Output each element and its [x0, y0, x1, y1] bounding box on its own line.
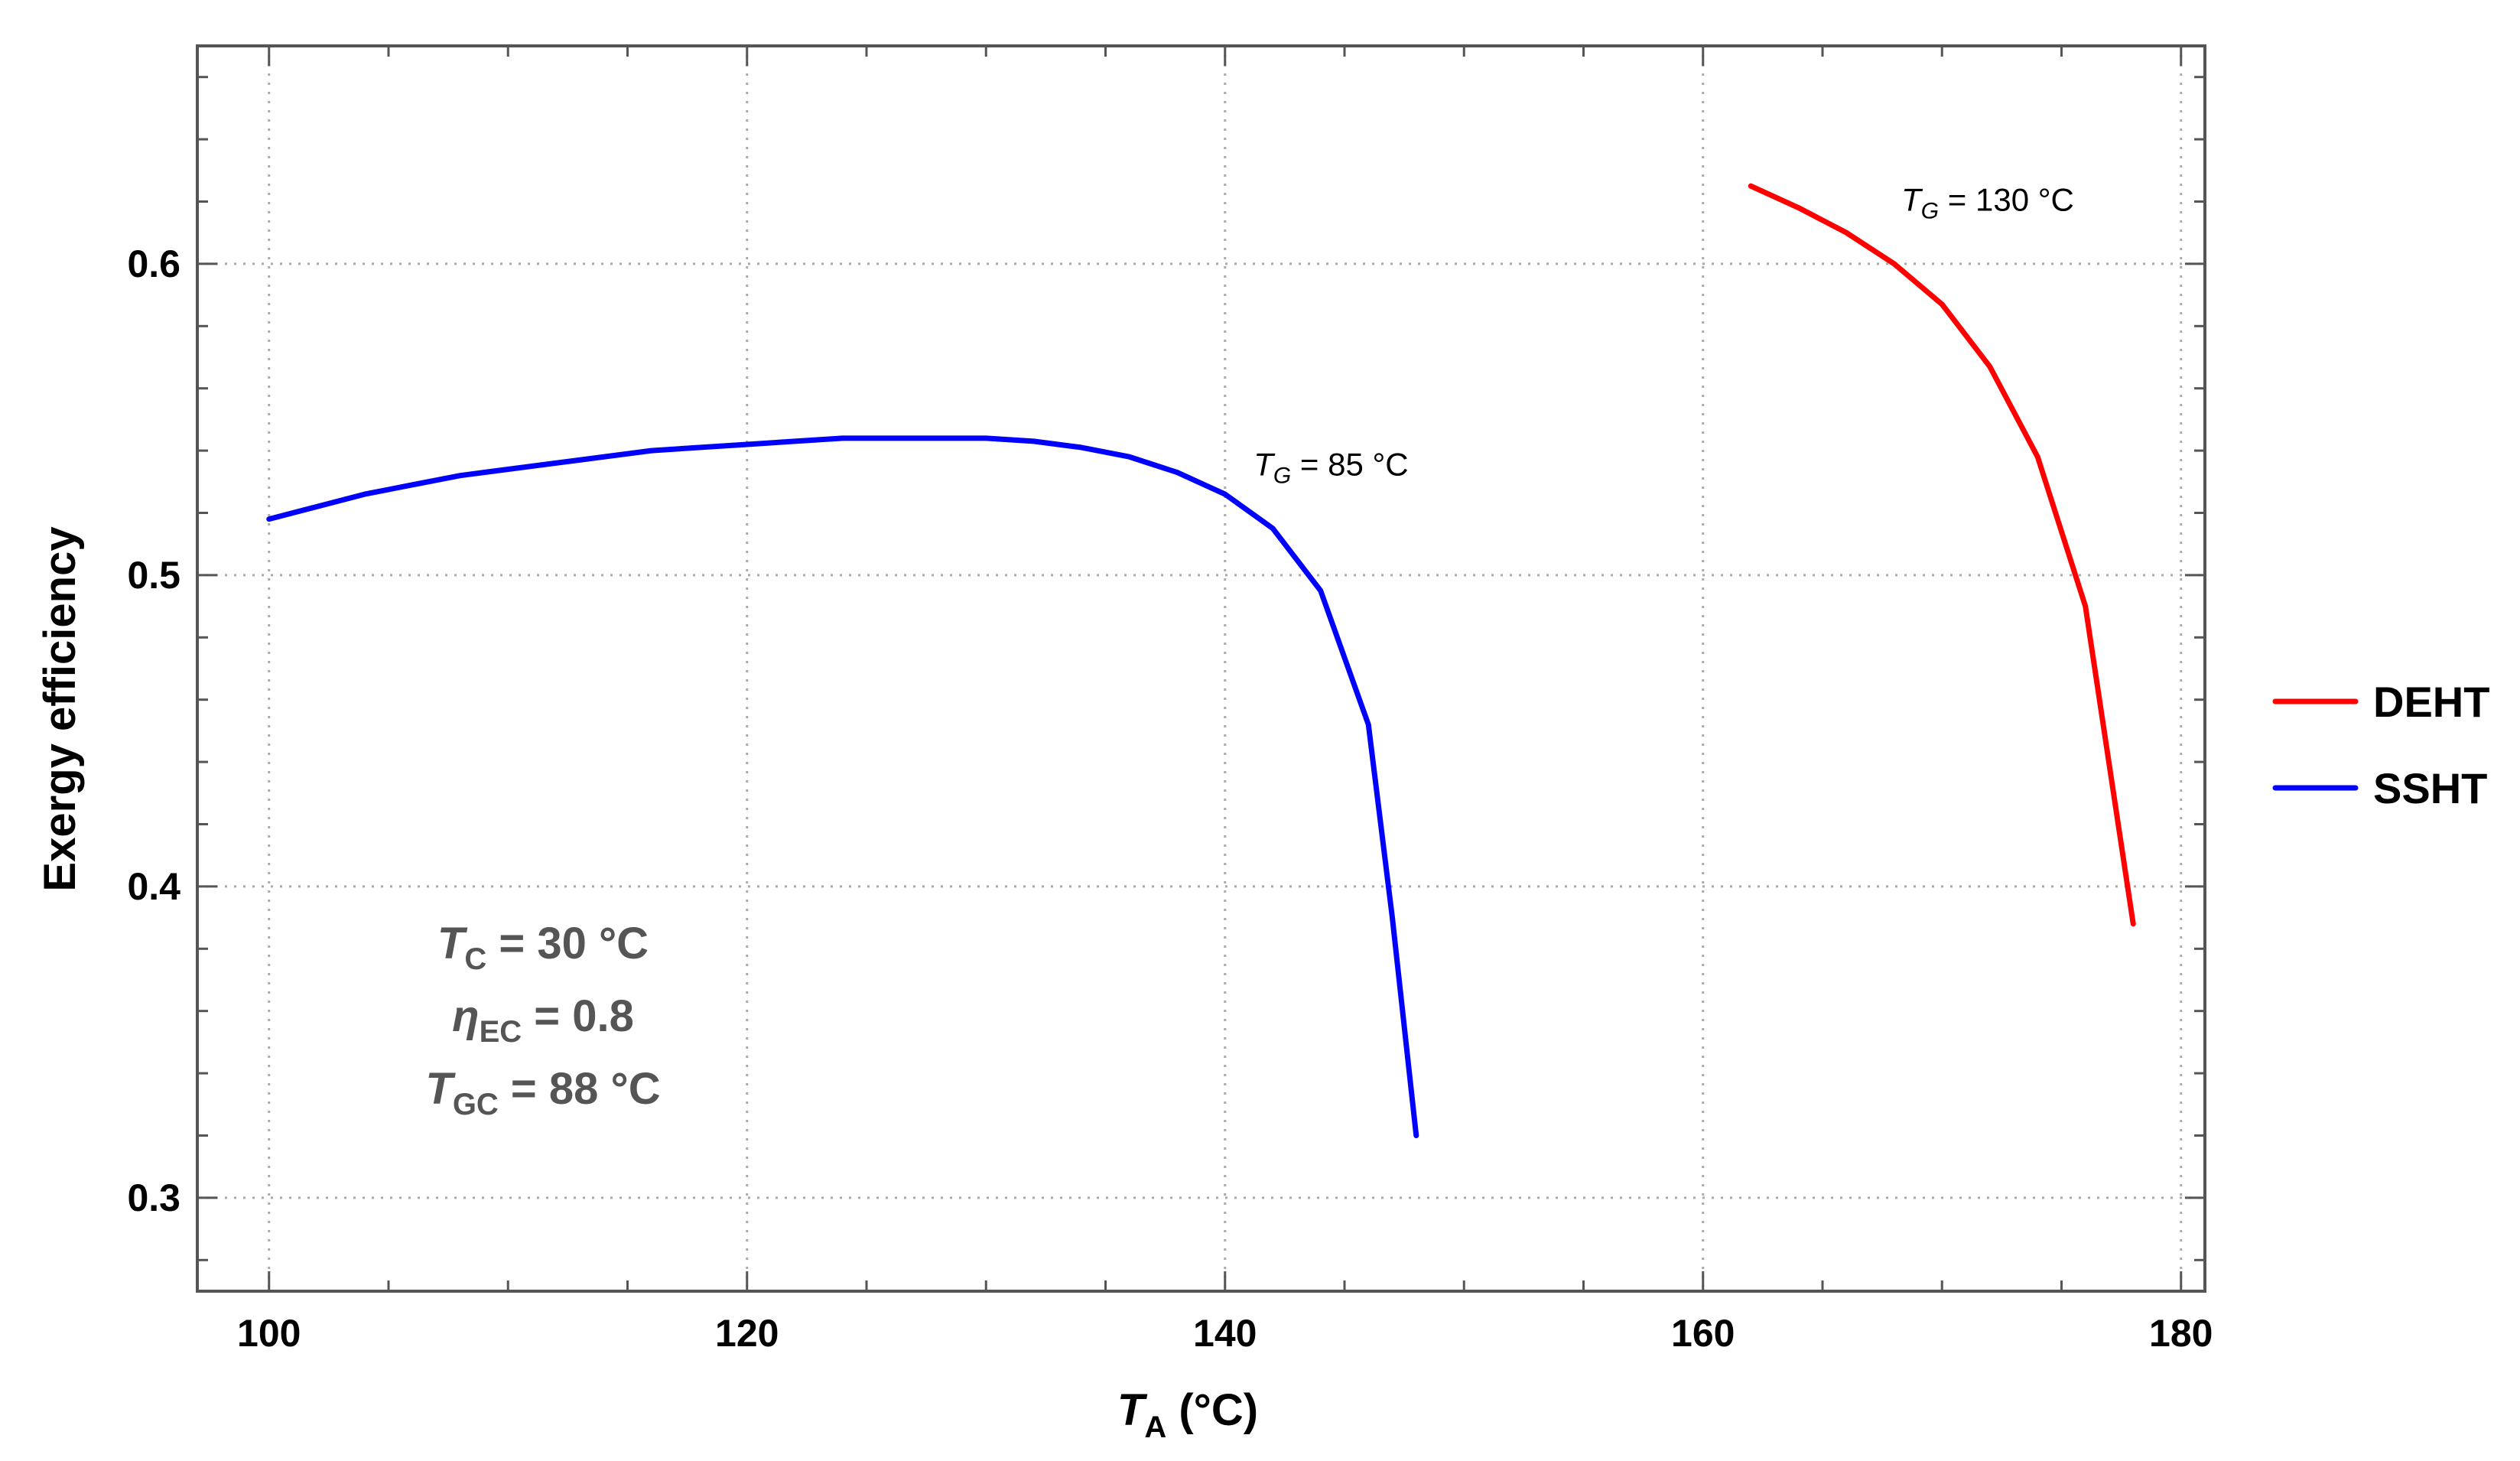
legend-label-ssht: SSHT	[2373, 764, 2487, 812]
condition-tc: TC = 30 °C	[437, 919, 649, 976]
legend-label-deht: DEHT	[2373, 678, 2489, 726]
grid-lines	[197, 46, 2205, 1291]
condition-tgc: TGC = 88 °C	[425, 1064, 660, 1121]
conditions-box: TC = 30 °C ηEC = 0.8 TGC = 88 °C	[425, 919, 660, 1121]
curve-annotations: TG = 85 °C TG = 130 °C	[1253, 182, 2074, 489]
y-axis-title: Exergy efficiency	[35, 526, 85, 891]
x-tick-label: 160	[1671, 1312, 1735, 1355]
x-tick-label: 140	[1193, 1312, 1257, 1355]
x-tick-label: 100	[237, 1312, 301, 1355]
y-tick-label: 0.4	[127, 865, 180, 908]
series-line-ssht	[266, 435, 1419, 1138]
legend: DEHT SSHT	[2272, 678, 2489, 812]
y-tick-label: 0.6	[127, 242, 180, 285]
annotation-tg-0: TG = 85 °C	[1253, 447, 1408, 489]
series-line-deht	[1748, 183, 2136, 927]
x-tick-label: 120	[715, 1312, 779, 1355]
condition-eta-ec: ηEC = 0.8	[452, 991, 634, 1049]
minor-ticks	[197, 46, 2205, 1291]
series-layer	[266, 183, 2136, 1138]
x-tick-label: 180	[2149, 1312, 2213, 1355]
plot-frame	[196, 44, 2206, 1293]
x-axis-ticks: 100 120 140 160 180	[237, 1312, 2213, 1355]
x-axis-title: TA (°C)	[1117, 1385, 1258, 1444]
y-tick-label: 0.3	[127, 1176, 180, 1219]
annotation-tg-1: TG = 130 °C	[1901, 182, 2074, 224]
y-axis-ticks: 0.3 0.4 0.5 0.6	[127, 242, 180, 1219]
y-tick-label: 0.5	[127, 554, 180, 597]
